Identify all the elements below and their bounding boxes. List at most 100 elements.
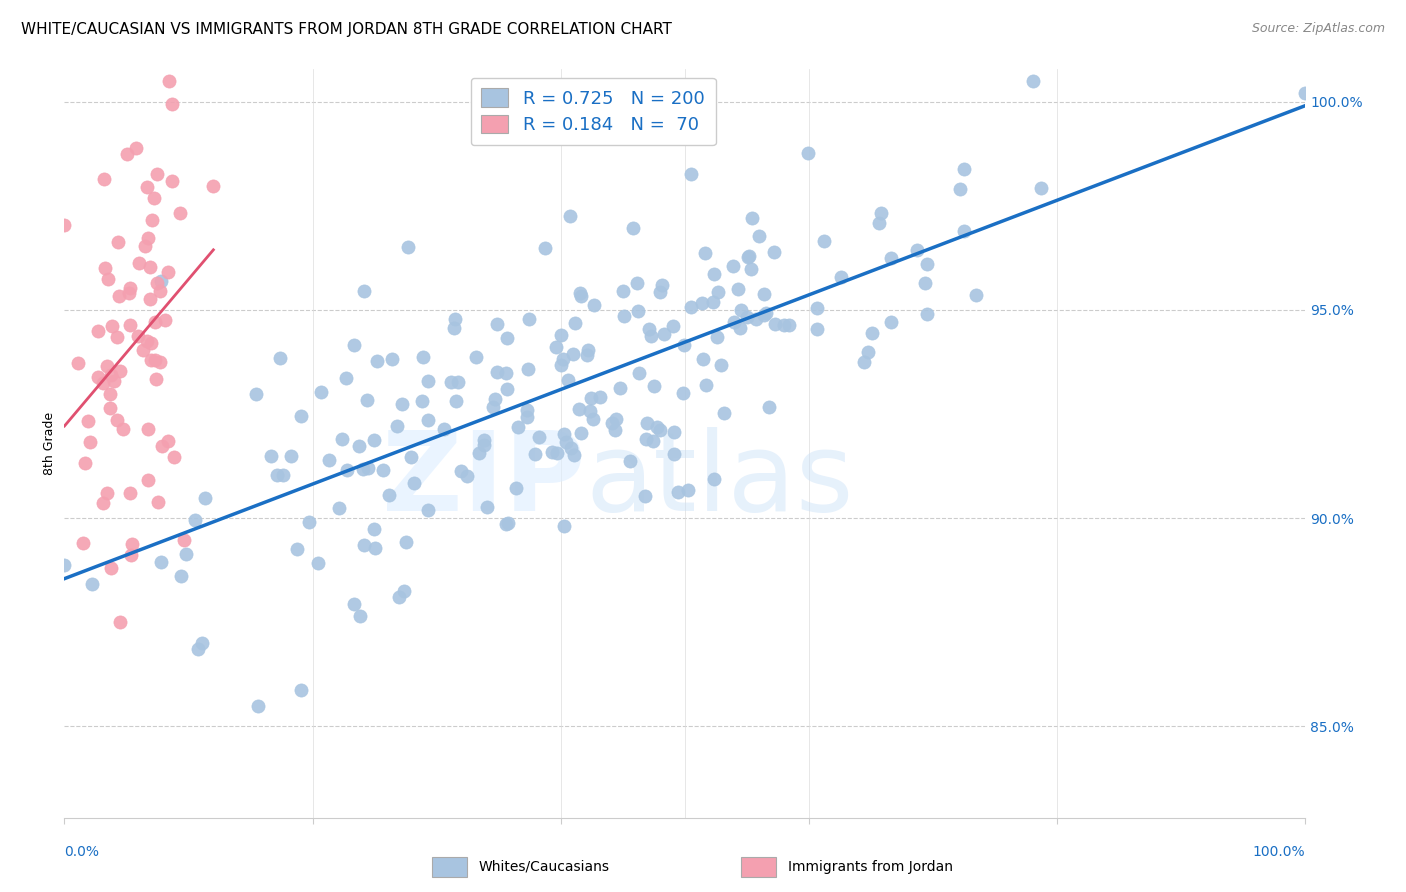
Point <box>495 516 517 531</box>
Point <box>136 421 159 435</box>
Point <box>758 401 780 415</box>
Point <box>579 391 602 405</box>
Text: ZIP: ZIP <box>382 427 586 534</box>
Point <box>136 231 159 245</box>
Point <box>703 473 725 487</box>
Point <box>100 368 122 383</box>
Point <box>105 413 128 427</box>
Point <box>93 172 115 186</box>
Point <box>645 420 668 434</box>
Point <box>356 392 378 407</box>
Point <box>418 503 440 517</box>
Point <box>72 536 94 550</box>
Point <box>378 488 401 502</box>
Point <box>605 412 627 426</box>
Point <box>150 439 173 453</box>
Point <box>443 311 465 326</box>
Point <box>558 209 581 223</box>
Point <box>652 326 675 341</box>
Point <box>582 411 605 425</box>
Point <box>671 386 693 401</box>
Point <box>202 178 225 193</box>
Point <box>676 483 699 498</box>
Point <box>830 269 852 284</box>
Point <box>194 491 217 506</box>
Point <box>162 450 184 464</box>
Point <box>621 220 644 235</box>
Point <box>77 414 100 428</box>
Point <box>450 464 472 478</box>
Point <box>741 211 763 226</box>
Point <box>730 302 752 317</box>
Point <box>174 547 197 561</box>
Point <box>553 426 575 441</box>
Point <box>447 375 470 389</box>
Point <box>707 285 730 299</box>
Text: atlas: atlas <box>586 427 855 534</box>
Point <box>728 321 751 335</box>
Point <box>364 541 387 556</box>
Point <box>132 343 155 357</box>
Point <box>915 307 938 321</box>
Point <box>366 354 388 368</box>
Point <box>546 340 568 354</box>
Point <box>79 434 101 449</box>
Point <box>373 463 395 477</box>
Point <box>87 325 110 339</box>
Point <box>496 383 519 397</box>
Point <box>600 417 623 431</box>
Point <box>392 584 415 599</box>
Point <box>560 441 582 455</box>
Point <box>755 306 778 320</box>
Point <box>80 577 103 591</box>
Point <box>139 336 162 351</box>
Point <box>336 463 359 477</box>
Point <box>534 241 557 255</box>
Point <box>290 409 312 423</box>
Point <box>103 374 125 388</box>
Point <box>433 422 456 436</box>
Point <box>619 454 641 468</box>
Point <box>139 292 162 306</box>
Point <box>474 438 496 452</box>
Point <box>550 358 572 372</box>
Point <box>349 609 371 624</box>
Point <box>627 366 650 380</box>
Point <box>953 162 976 177</box>
Point <box>412 350 434 364</box>
Point <box>387 419 409 434</box>
Point <box>965 288 987 302</box>
Point <box>245 387 267 401</box>
Point <box>754 308 776 322</box>
Point <box>636 417 658 431</box>
Point <box>953 224 976 238</box>
Point <box>115 146 138 161</box>
Point <box>446 394 468 409</box>
Point <box>1031 181 1053 195</box>
Point <box>735 310 758 324</box>
Point <box>143 191 166 205</box>
Point <box>118 318 141 332</box>
Point <box>524 447 547 461</box>
Point <box>557 373 579 387</box>
Point <box>456 468 478 483</box>
Point <box>149 555 172 569</box>
Point <box>745 312 768 326</box>
Point <box>128 255 150 269</box>
Point <box>703 267 725 281</box>
Point <box>100 387 122 401</box>
Point <box>107 235 129 249</box>
Point <box>773 318 796 332</box>
Point <box>576 348 599 362</box>
Point <box>472 433 495 447</box>
Point <box>143 315 166 329</box>
Point <box>879 251 901 265</box>
Point <box>505 481 527 495</box>
Point <box>858 344 880 359</box>
Point <box>527 430 550 444</box>
Point <box>353 538 375 552</box>
Point <box>721 259 744 273</box>
Point <box>307 556 329 570</box>
Point <box>723 315 745 329</box>
Point <box>149 274 172 288</box>
